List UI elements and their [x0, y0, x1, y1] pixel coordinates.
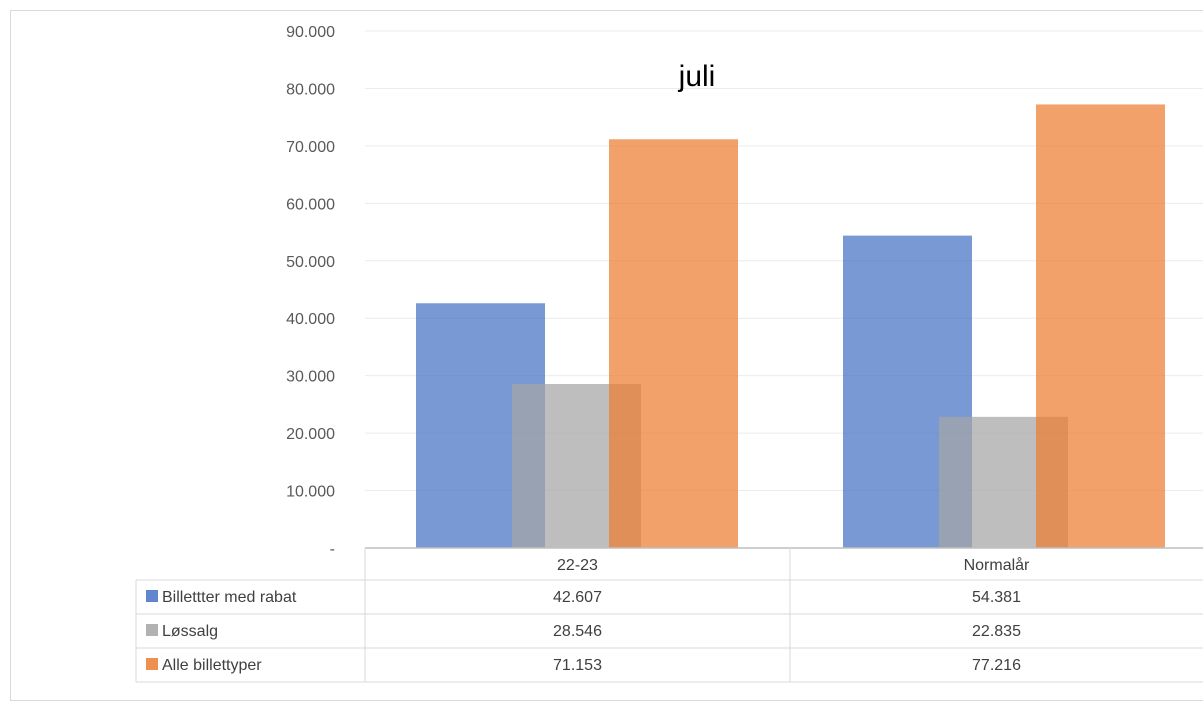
bars — [416, 104, 1165, 548]
legend-swatch — [146, 658, 158, 670]
legend-label: Løssalg — [162, 623, 218, 640]
chart-frame — [10, 10, 1203, 701]
bar — [609, 139, 738, 548]
y-tick-label: 20.000 — [286, 426, 335, 443]
data-value-label: 42.607 — [553, 589, 602, 606]
y-tick-label: 30.000 — [286, 369, 335, 386]
category-label: Normalår — [964, 556, 1030, 574]
category-label: 22-23 — [557, 557, 598, 574]
y-tick-label: 50.000 — [286, 254, 335, 271]
chart-title: juli — [678, 60, 716, 93]
y-tick-label: 40.000 — [286, 311, 335, 328]
y-tick-label: 90.000 — [286, 24, 335, 41]
bar — [1036, 104, 1165, 548]
data-table: 22-23 Normalår Billettter med rabat 42.607 5… — [135, 547, 1203, 683]
data-value-label: 54.381 — [972, 589, 1021, 606]
y-tick-label: 60.000 — [286, 196, 335, 213]
legend-label: Alle billettyper — [162, 657, 262, 674]
y-tick-label: - — [330, 541, 335, 558]
data-value-label: 71.153 — [553, 657, 602, 674]
legend-swatch — [146, 624, 158, 636]
y-tick-label: 70.000 — [286, 139, 335, 156]
y-tick-label: 10.000 — [286, 484, 335, 501]
y-tick-label: 80.000 — [286, 81, 335, 98]
data-value-label: 77.216 — [972, 657, 1021, 674]
legend-label: Billettter med rabat — [162, 589, 297, 606]
data-value-label: 28.546 — [553, 623, 602, 640]
y-axis-tick-labels: - 10.000 20.000 30.000 40.000 50.000 60.000 70.… — [286, 24, 335, 558]
legend-swatch — [146, 590, 158, 602]
data-value-label: 22.835 — [972, 623, 1021, 640]
